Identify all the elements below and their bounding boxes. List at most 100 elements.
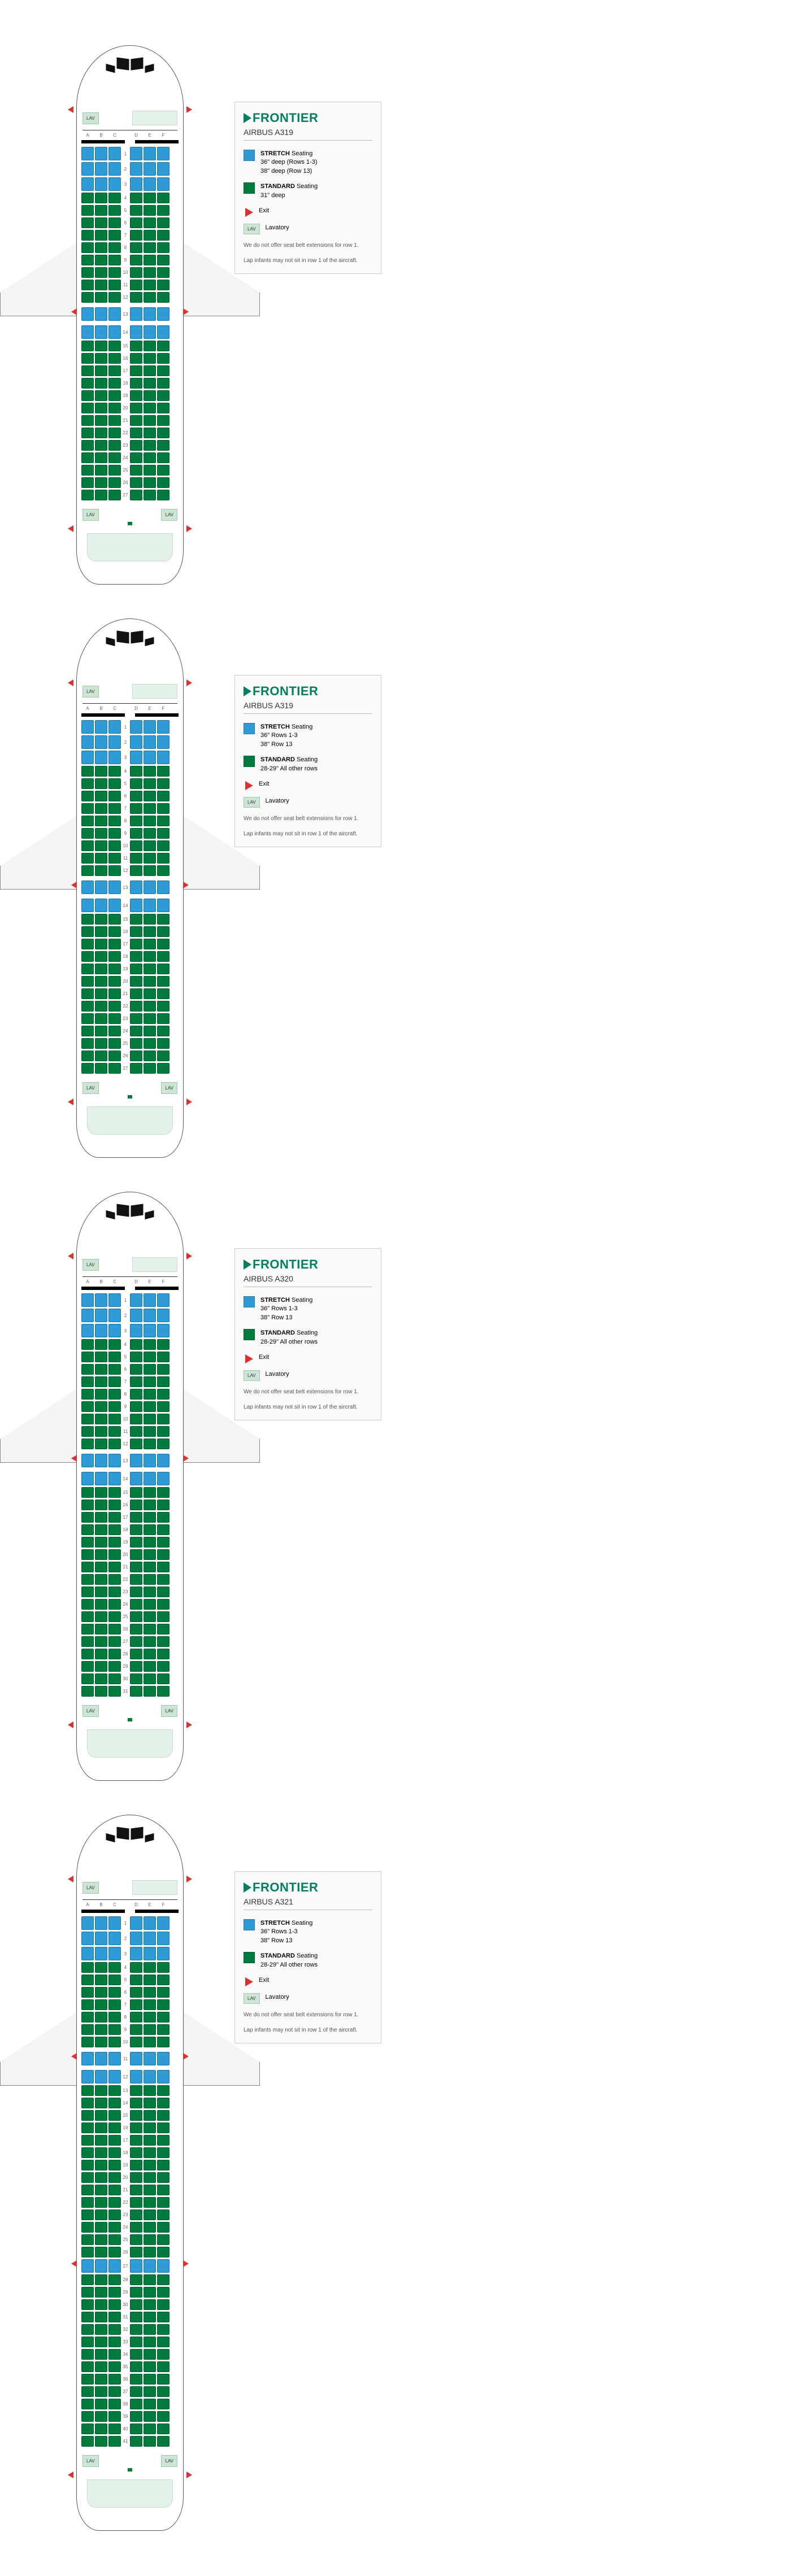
seat[interactable] (157, 926, 169, 937)
seat[interactable] (108, 828, 121, 839)
seat[interactable] (81, 428, 94, 438)
seat[interactable] (95, 865, 107, 876)
seat[interactable] (144, 205, 156, 216)
seat[interactable] (95, 1426, 107, 1437)
seat[interactable] (157, 490, 169, 500)
seat[interactable] (81, 828, 94, 839)
seat[interactable] (81, 2172, 94, 2183)
seat[interactable] (108, 2037, 121, 2047)
seat[interactable] (95, 1038, 107, 1049)
seat[interactable] (108, 1586, 121, 1597)
seat[interactable] (130, 1026, 142, 1036)
seat[interactable] (81, 2135, 94, 2146)
seat[interactable] (130, 177, 142, 191)
seat[interactable] (157, 939, 169, 949)
seat[interactable] (144, 1947, 156, 1960)
seat[interactable] (108, 341, 121, 351)
seat[interactable] (108, 791, 121, 801)
seat[interactable] (144, 2037, 156, 2047)
seat[interactable] (108, 865, 121, 876)
seat[interactable] (95, 2259, 107, 2273)
seat[interactable] (81, 267, 94, 278)
seat[interactable] (144, 1661, 156, 1672)
seat[interactable] (108, 1686, 121, 1697)
seat[interactable] (130, 267, 142, 278)
seat[interactable] (81, 1999, 94, 2010)
seat[interactable] (130, 766, 142, 777)
seat[interactable] (108, 477, 121, 488)
seat[interactable] (130, 292, 142, 303)
seat[interactable] (144, 2299, 156, 2310)
seat[interactable] (95, 2185, 107, 2195)
seat[interactable] (130, 2299, 142, 2310)
seat[interactable] (130, 465, 142, 476)
seat[interactable] (95, 1947, 107, 1960)
seat[interactable] (95, 1611, 107, 1622)
seat[interactable] (144, 2234, 156, 2245)
seat[interactable] (95, 147, 107, 160)
seat[interactable] (144, 766, 156, 777)
seat[interactable] (130, 415, 142, 426)
seat[interactable] (144, 365, 156, 376)
seat[interactable] (81, 939, 94, 949)
seat[interactable] (157, 353, 169, 364)
seat[interactable] (81, 147, 94, 160)
seat[interactable] (157, 1352, 169, 1362)
seat[interactable] (95, 1673, 107, 1684)
seat[interactable] (95, 1524, 107, 1535)
seat[interactable] (130, 1947, 142, 1960)
seat[interactable] (144, 1472, 156, 1485)
seat[interactable] (95, 914, 107, 925)
seat[interactable] (157, 341, 169, 351)
seat[interactable] (130, 1624, 142, 1634)
seat[interactable] (130, 2287, 142, 2298)
seat[interactable] (157, 828, 169, 839)
seat[interactable] (108, 2135, 121, 2146)
seat[interactable] (95, 926, 107, 937)
seat[interactable] (81, 1001, 94, 1012)
seat[interactable] (108, 242, 121, 253)
seat[interactable] (144, 2324, 156, 2335)
seat[interactable] (95, 1624, 107, 1634)
seat[interactable] (81, 803, 94, 814)
seat[interactable] (130, 1500, 142, 1510)
seat[interactable] (81, 766, 94, 777)
seat[interactable] (157, 147, 169, 160)
seat[interactable] (81, 341, 94, 351)
seat[interactable] (157, 951, 169, 962)
seat[interactable] (157, 2349, 169, 2360)
seat[interactable] (157, 2135, 169, 2146)
seat[interactable] (157, 1999, 169, 2010)
seat[interactable] (95, 1599, 107, 1610)
seat[interactable] (81, 1063, 94, 1074)
seat[interactable] (95, 735, 107, 749)
seat[interactable] (108, 1001, 121, 1012)
seat[interactable] (81, 177, 94, 191)
seat[interactable] (95, 1686, 107, 1697)
seat[interactable] (81, 1611, 94, 1622)
seat[interactable] (144, 720, 156, 734)
seat[interactable] (157, 2234, 169, 2245)
seat[interactable] (81, 1324, 94, 1337)
seat[interactable] (108, 751, 121, 764)
seat[interactable] (130, 2349, 142, 2360)
seat[interactable] (108, 1562, 121, 1572)
seat[interactable] (157, 2337, 169, 2347)
seat[interactable] (108, 403, 121, 413)
seat[interactable] (108, 2436, 121, 2447)
seat[interactable] (108, 217, 121, 228)
seat[interactable] (144, 1414, 156, 1424)
seat[interactable] (144, 267, 156, 278)
seat[interactable] (144, 2172, 156, 2183)
seat[interactable] (95, 452, 107, 463)
seat[interactable] (157, 2411, 169, 2422)
seat[interactable] (157, 976, 169, 987)
seat[interactable] (95, 307, 107, 321)
seat[interactable] (157, 217, 169, 228)
seat[interactable] (157, 1414, 169, 1424)
seat[interactable] (130, 1611, 142, 1622)
seat[interactable] (144, 1500, 156, 1510)
seat[interactable] (81, 2147, 94, 2158)
seat[interactable] (144, 1586, 156, 1597)
seat[interactable] (81, 853, 94, 864)
